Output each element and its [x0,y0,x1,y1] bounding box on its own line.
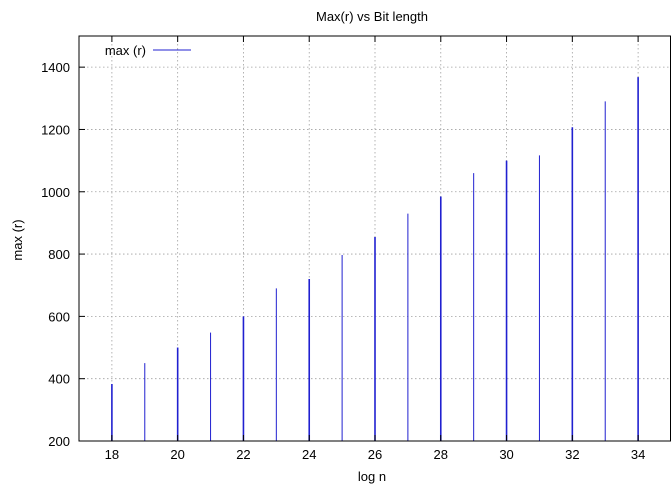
x-axis-ticks: 18 20 22 24 26 28 30 32 34 [105,36,645,462]
chart-title: Max(r) vs Bit length [316,9,428,24]
y-tick-label: 400 [48,372,70,387]
y-tick-label: 600 [48,309,70,324]
legend-label: max (r) [105,43,146,58]
x-tick-label: 32 [565,447,579,462]
x-tick-label: 24 [302,447,316,462]
y-axis-label: max (r) [10,219,25,260]
y-tick-label: 1200 [41,122,70,137]
x-tick-label: 22 [236,447,250,462]
x-tick-label: 20 [170,447,184,462]
y-tick-label: 1000 [41,185,70,200]
x-tick-label: 30 [499,447,513,462]
y-tick-label: 1400 [41,60,70,75]
data-bars [111,77,639,441]
x-tick-label: 26 [368,447,382,462]
y-axis-ticks: 200 400 600 800 1000 1200 1400 [41,60,85,449]
x-tick-label: 18 [105,447,119,462]
y-tick-label: 200 [48,434,70,449]
x-tick-label: 34 [631,447,645,462]
x-tick-label: 28 [434,447,448,462]
legend: max (r) [105,43,191,58]
x-axis-label: log n [358,469,386,484]
y-tick-label: 800 [48,247,70,262]
